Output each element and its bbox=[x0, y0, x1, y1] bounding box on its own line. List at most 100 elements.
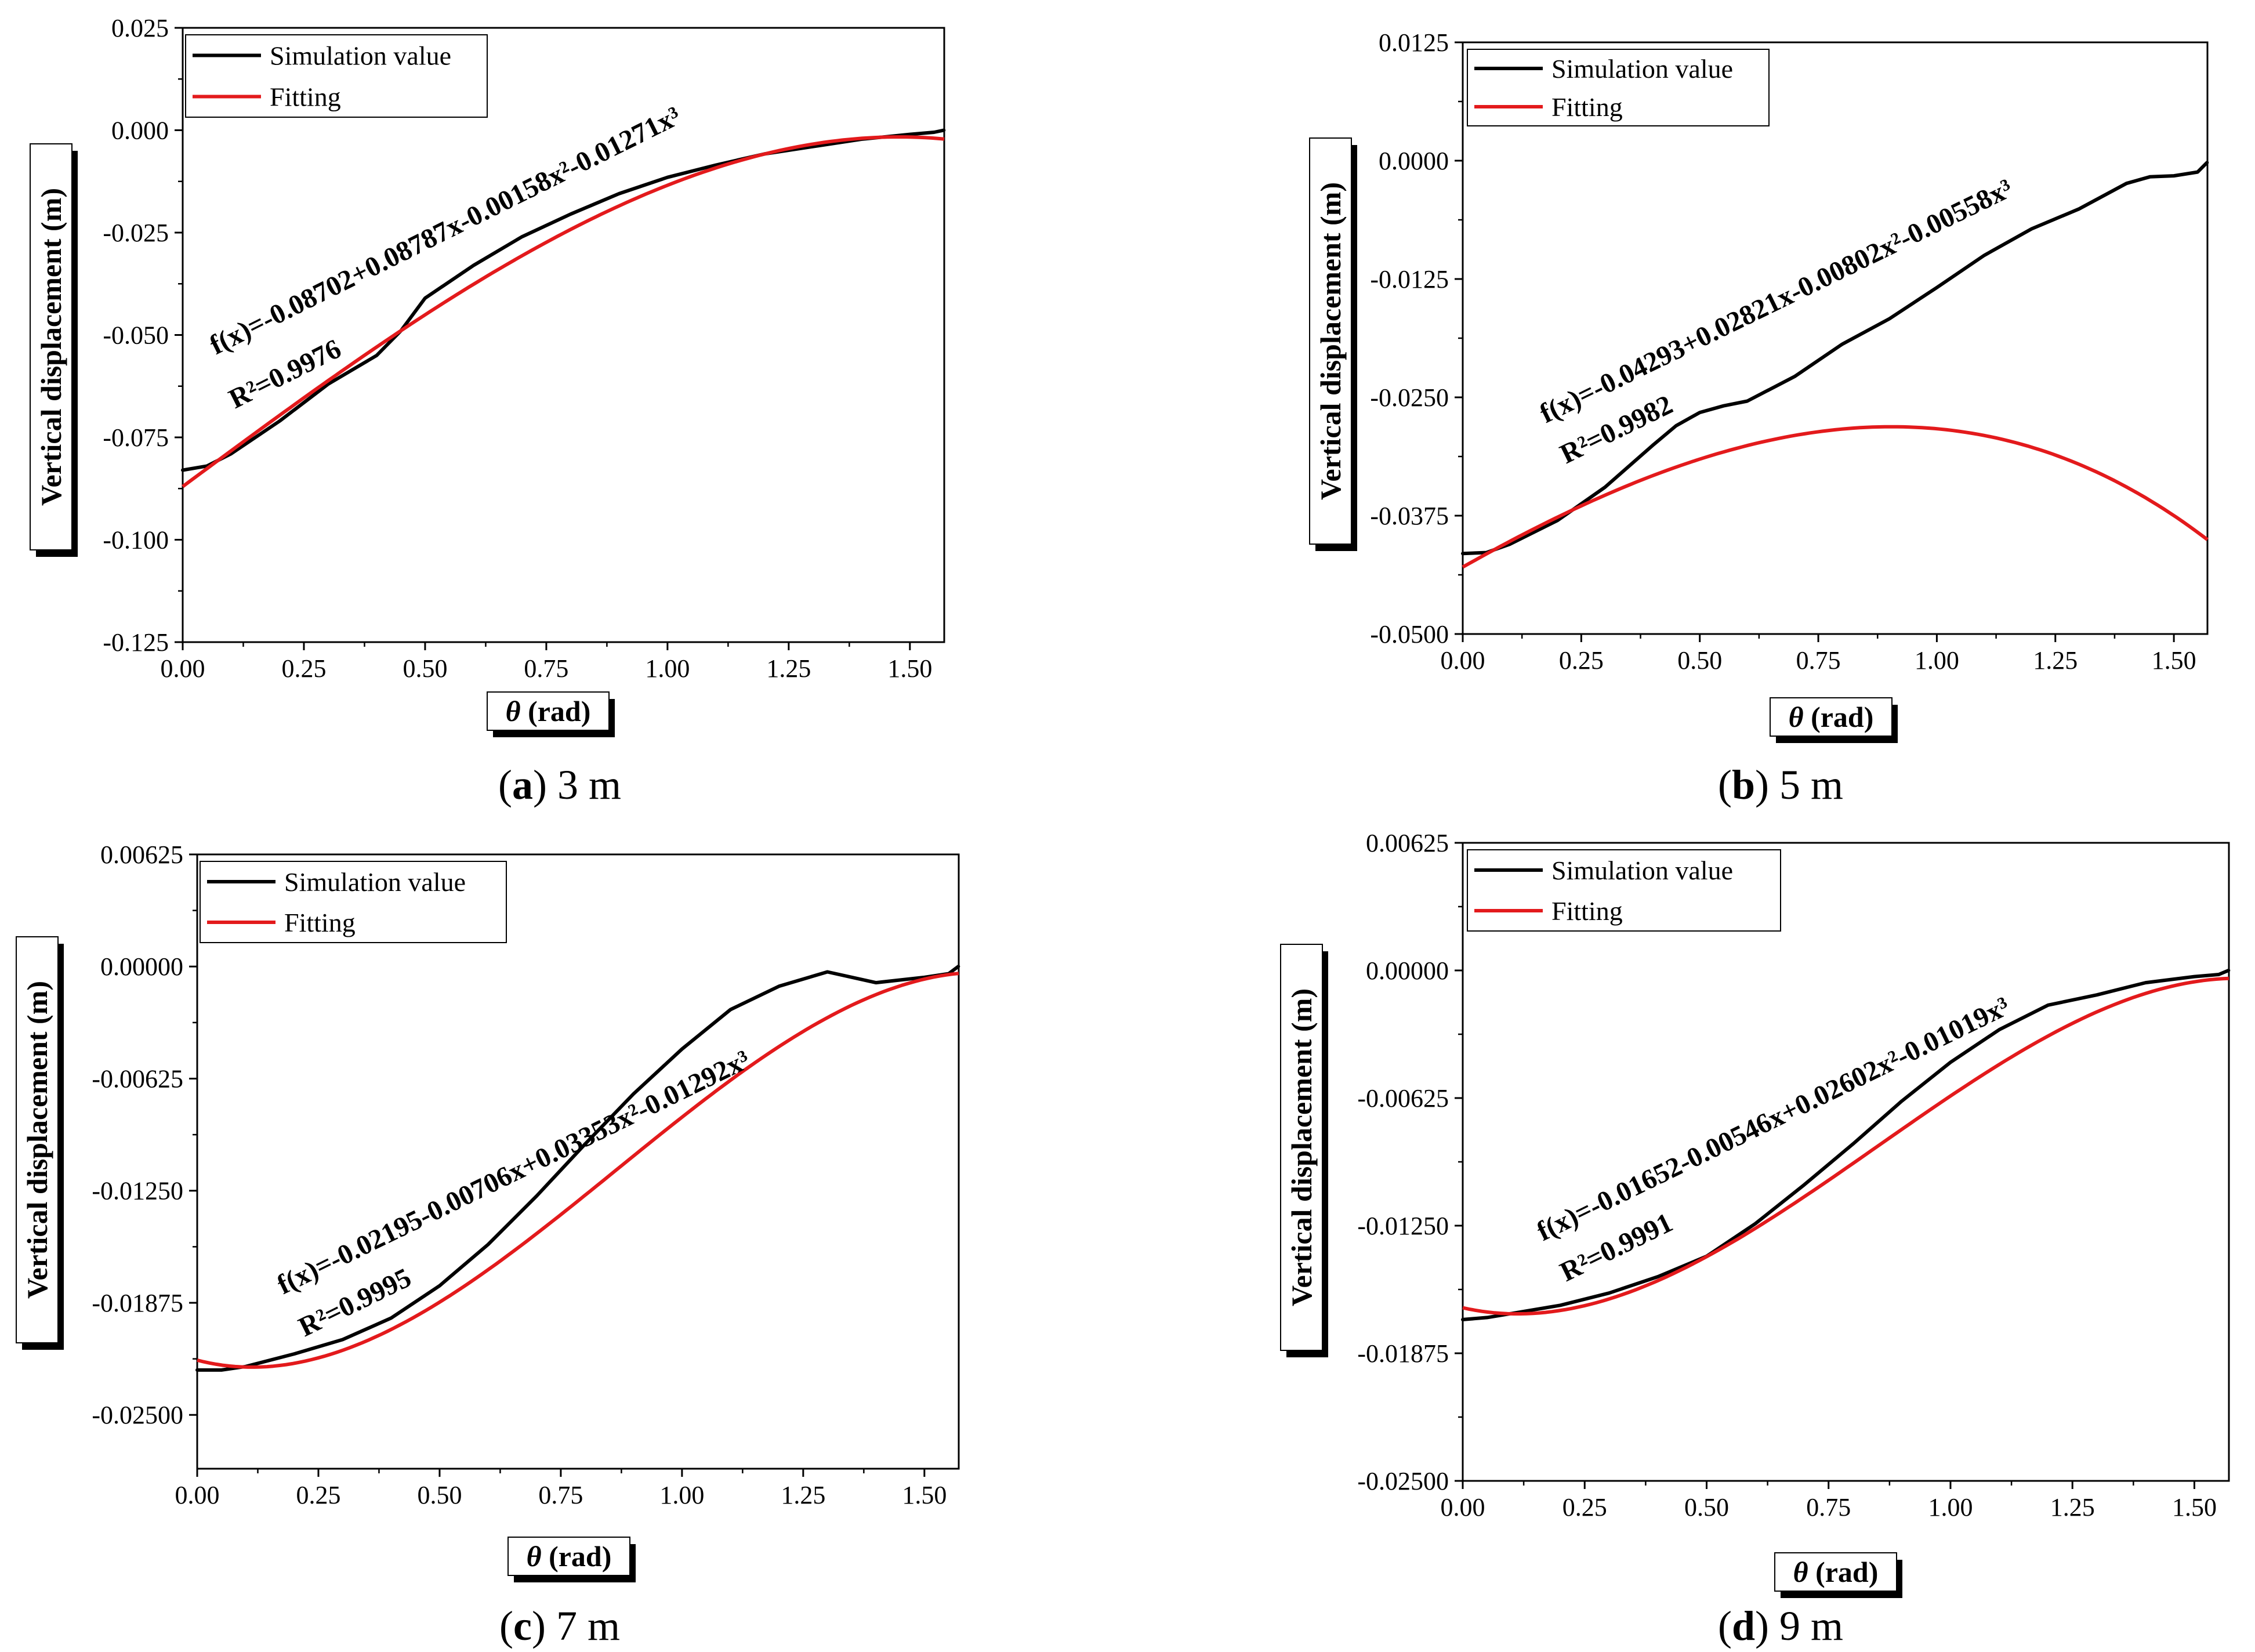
legend-fitting-label: Fitting bbox=[1551, 896, 1623, 926]
legend-simulation-label: Simulation value bbox=[284, 867, 466, 897]
y-tick-label: -0.00625 bbox=[92, 1064, 183, 1093]
x-tick-label: 1.50 bbox=[2172, 1493, 2217, 1521]
caption-open: ( bbox=[1718, 762, 1732, 808]
plot-frame bbox=[1462, 842, 2230, 1482]
x-tick-label: 0.25 bbox=[281, 654, 326, 683]
panel-caption: (b) 5 m bbox=[1718, 762, 1843, 808]
legend-simulation-label: Simulation value bbox=[270, 41, 451, 71]
caption-open: ( bbox=[1718, 1603, 1732, 1649]
x-label-box bbox=[1774, 1552, 1897, 1592]
x-tick-label: 0.75 bbox=[1796, 646, 1841, 675]
x-axis-unit: (rad) bbox=[542, 1540, 612, 1573]
chart-panel-a: 0.00 0.25 0.50 0.75 1.00 1.25 1.50 0.025 0.000 -0… bbox=[30, 14, 946, 808]
y-tick-label: -0.0250 bbox=[1370, 383, 1449, 412]
y-tick-label: -0.01250 bbox=[1357, 1212, 1449, 1240]
x-tick-label: 0.25 bbox=[296, 1481, 340, 1509]
x-axis-symbol: θ bbox=[506, 695, 521, 727]
legend-box bbox=[1467, 849, 1781, 932]
x-tick-label: 1.50 bbox=[2152, 646, 2196, 675]
fitting-line bbox=[197, 972, 959, 1369]
y-label-box bbox=[16, 936, 59, 1343]
y-tick-label: 0.025 bbox=[111, 14, 169, 42]
caption-text: ) 5 m bbox=[1755, 762, 1843, 808]
y-tick-label: -0.0500 bbox=[1370, 620, 1449, 649]
x-tick-label: 0.25 bbox=[1562, 1493, 1607, 1521]
fitting-line bbox=[1462, 976, 2229, 1316]
legend-box bbox=[185, 34, 488, 118]
x-tick-label: 0.75 bbox=[1806, 1493, 1851, 1521]
x-tick-label: 1.25 bbox=[2050, 1493, 2095, 1521]
caption-letter: a bbox=[512, 762, 533, 808]
caption-letter: b bbox=[1732, 762, 1755, 808]
x-tick-label: 0.00 bbox=[161, 654, 205, 683]
x-label-box bbox=[507, 1537, 630, 1576]
x-tick-label: 0.50 bbox=[1677, 646, 1722, 675]
chart-panel-b: 0.00 0.25 0.50 0.75 1.00 1.25 1.50 0.0125 0.0000… bbox=[1309, 28, 2209, 808]
y-tick-label: 0.00625 bbox=[100, 841, 183, 869]
x-tick-label: 1.00 bbox=[645, 654, 690, 683]
y-tick-label: 0.00000 bbox=[100, 952, 183, 981]
x-axis-title: θ (rad) bbox=[1793, 1556, 1879, 1588]
x-axis-title: θ (rad) bbox=[527, 1540, 612, 1573]
x-tick-label: 0.50 bbox=[1684, 1493, 1729, 1521]
x-tick-label: 0.00 bbox=[175, 1481, 220, 1509]
x-tick-label: 1.00 bbox=[659, 1481, 704, 1509]
chart-panel-c: 0.00 0.25 0.50 0.75 1.00 1.25 1.50 0.00625 0.000… bbox=[16, 841, 960, 1649]
x-tick-label: 1.50 bbox=[902, 1481, 947, 1509]
x-tick-label: 0.00 bbox=[1441, 1493, 1485, 1521]
panel-caption: (a) 3 m bbox=[498, 762, 621, 808]
y-axis-title: Vertical displacement (m) bbox=[35, 188, 67, 506]
simulation-line bbox=[1461, 161, 2209, 556]
y-label-box bbox=[30, 143, 72, 550]
legend-fitting-label: Fitting bbox=[284, 908, 356, 937]
x-label-box bbox=[1770, 697, 1893, 737]
x-tick-label: 0.50 bbox=[417, 1481, 462, 1509]
caption-letter: d bbox=[1732, 1603, 1755, 1649]
x-tick-label: 1.50 bbox=[887, 654, 932, 683]
x-axis-symbol: θ bbox=[1793, 1556, 1808, 1588]
y-tick-label: -0.100 bbox=[103, 526, 169, 555]
y-axis-title: Vertical displacement (m) bbox=[1314, 182, 1347, 500]
x-label-box bbox=[487, 691, 610, 731]
caption-open: ( bbox=[498, 762, 512, 808]
plot-frame bbox=[182, 27, 945, 643]
y-tick-label: -0.02500 bbox=[92, 1401, 183, 1429]
x-tick-label: 0.75 bbox=[538, 1481, 583, 1509]
caption-letter: c bbox=[513, 1603, 532, 1649]
fit-equation: f(x)=-0.02195-0.00706x+0.03353x²-0.01292… bbox=[273, 1044, 755, 1300]
x-axis-symbol: θ bbox=[527, 1540, 542, 1573]
panel-caption: (d) 9 m bbox=[1718, 1603, 1843, 1649]
plot-frame bbox=[196, 853, 960, 1470]
simulation-line bbox=[1461, 969, 2231, 1321]
fit-equation: f(x)=-0.04293+0.02821x-0.00802x²-0.00558… bbox=[1535, 173, 2018, 429]
x-tick-label: 1.25 bbox=[781, 1481, 825, 1509]
legend-simulation-label: Simulation value bbox=[1551, 54, 1733, 84]
simulation-line bbox=[195, 965, 960, 1372]
y-tick-label: -0.0375 bbox=[1370, 502, 1449, 530]
x-axis-unit: (rad) bbox=[1808, 1556, 1879, 1588]
y-axis-title: Vertical displacement (m) bbox=[21, 981, 53, 1299]
caption-text: ) 3 m bbox=[533, 762, 621, 808]
y-tick-label: -0.01875 bbox=[92, 1289, 183, 1317]
x-tick-label: 0.50 bbox=[403, 654, 447, 683]
x-axis-unit: (rad) bbox=[1804, 701, 1874, 733]
legend-fitting-label: Fitting bbox=[270, 82, 341, 112]
caption-text: ) 9 m bbox=[1755, 1603, 1843, 1649]
fitting-line bbox=[1462, 425, 2209, 569]
legend-simulation-label: Simulation value bbox=[1551, 856, 1733, 885]
legend-box bbox=[1467, 49, 1770, 126]
y-axis-title: Vertical displacement (m) bbox=[1285, 988, 1318, 1306]
y-tick-label: -0.01875 bbox=[1357, 1339, 1449, 1368]
y-tick-label: 0.000 bbox=[111, 117, 169, 145]
y-tick-label: 0.00000 bbox=[1366, 957, 1449, 985]
x-axis-title: θ (rad) bbox=[506, 695, 591, 727]
y-tick-label: -0.02500 bbox=[1357, 1467, 1449, 1495]
plot-frame bbox=[1462, 41, 2209, 635]
y-tick-label: -0.050 bbox=[103, 321, 169, 350]
y-tick-label: 0.0125 bbox=[1379, 28, 1449, 57]
x-axis-unit: (rad) bbox=[521, 695, 591, 727]
x-tick-label: 0.25 bbox=[1559, 646, 1604, 675]
y-tick-label: -0.025 bbox=[103, 219, 169, 247]
y-tick-label: -0.075 bbox=[103, 423, 169, 452]
